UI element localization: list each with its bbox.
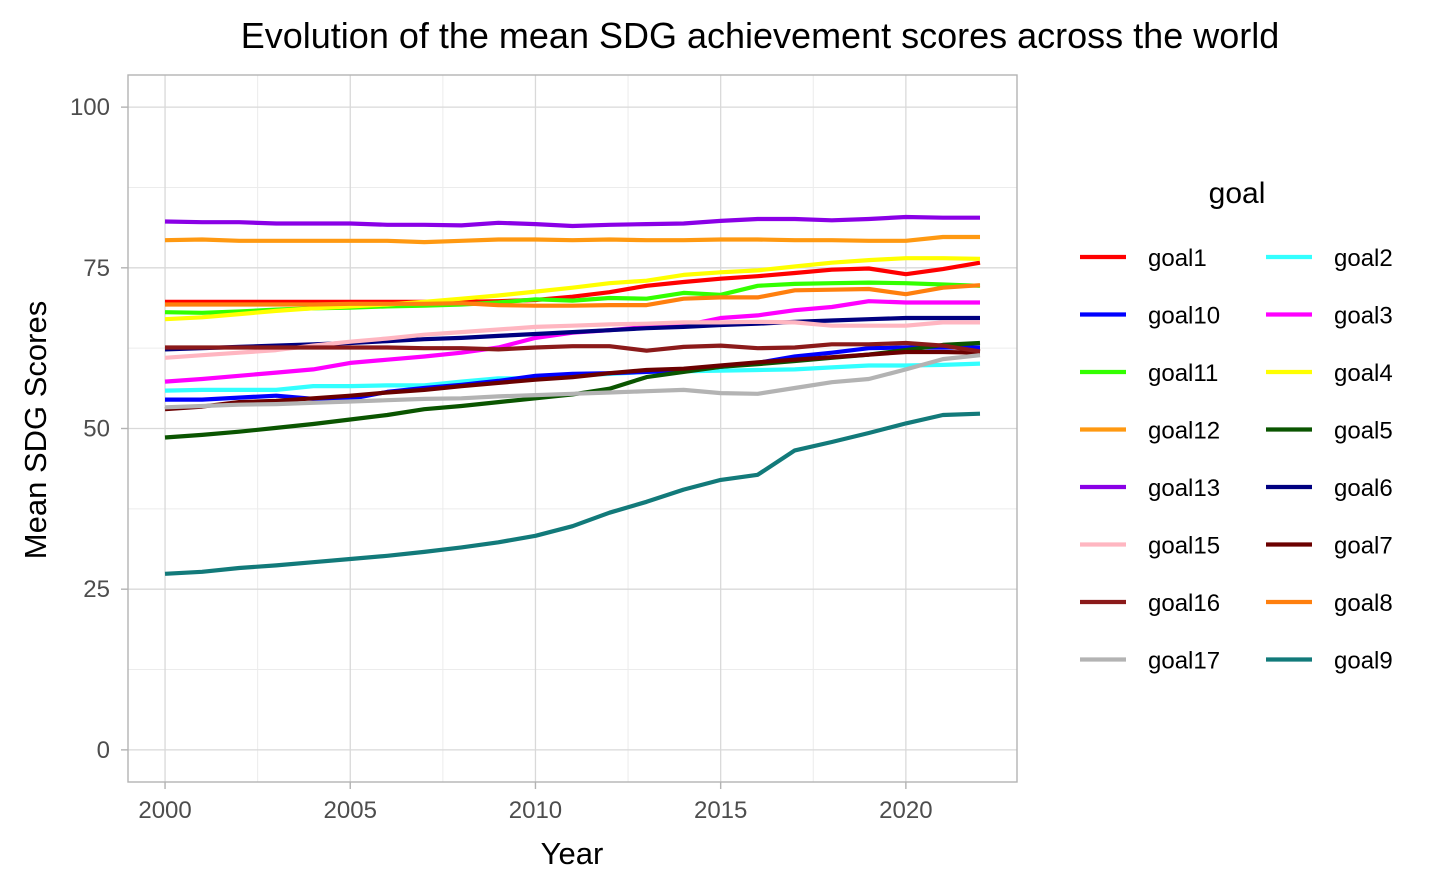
- legend-label-goal13: goal13: [1148, 475, 1220, 502]
- y-tick-label: 50: [83, 416, 110, 443]
- y-axis-label: Mean SDG Scores: [18, 301, 53, 559]
- legend-label-goal8: goal8: [1334, 590, 1393, 617]
- legend-label-goal4: goal4: [1334, 360, 1393, 387]
- x-axis-ticks: 2000 2005 2010 2015 2020: [138, 782, 933, 824]
- legend-label-goal17: goal17: [1148, 648, 1220, 675]
- legend-label-goal12: goal12: [1148, 418, 1220, 445]
- legend-label-goal11: goal11: [1148, 360, 1218, 387]
- series-line-goal4: [164, 256, 981, 322]
- legend-label-goal3: goal3: [1334, 303, 1393, 330]
- y-tick-label: 25: [83, 576, 110, 603]
- legend-label-goal2: goal2: [1334, 245, 1393, 272]
- series-line-goal17: [164, 353, 981, 410]
- series-line-goal3: [164, 299, 980, 384]
- series-line-goal16: [165, 340, 981, 354]
- series-line-goal13: [164, 214, 980, 229]
- legend-title: goal: [1209, 177, 1266, 210]
- legend-label-goal1: goal1: [1148, 245, 1207, 272]
- y-tick-label: 75: [83, 255, 110, 282]
- legend-label-goal10: goal10: [1148, 303, 1220, 330]
- x-tick-label: 2020: [879, 797, 932, 824]
- legend-label-goal15: goal15: [1148, 533, 1220, 560]
- series-line-goal9: [164, 411, 981, 576]
- chart-title: Evolution of the mean SDG achievement sc…: [241, 15, 1280, 56]
- series-line-goal15: [164, 319, 980, 360]
- x-tick-label: 2005: [324, 797, 377, 824]
- y-axis-ticks: 0 25 50 75 100: [70, 94, 128, 764]
- series-line-goal6: [164, 315, 980, 352]
- legend: goal goal1 goal2 goal10 goal3 goal11 goal4 goa…: [1080, 177, 1393, 675]
- series-layer: [164, 214, 981, 576]
- series-line-goal1: [165, 260, 981, 304]
- series-line-goal8: [165, 283, 981, 308]
- x-axis-label: Year: [541, 836, 604, 871]
- series-line-goal12: [164, 234, 980, 245]
- legend-label-goal6: goal6: [1334, 475, 1393, 502]
- x-tick-label: 2015: [694, 797, 747, 824]
- legend-label-goal7: goal7: [1334, 533, 1393, 560]
- x-tick-label: 2000: [138, 797, 191, 824]
- x-tick-label: 2010: [509, 797, 562, 824]
- y-tick-label: 0: [97, 737, 110, 764]
- legend-label-goal9: goal9: [1334, 648, 1393, 675]
- legend-label-goal16: goal16: [1148, 590, 1220, 617]
- y-tick-label: 100: [70, 94, 110, 121]
- series-line-goal7: [164, 349, 981, 412]
- legend-label-goal5: goal5: [1334, 418, 1393, 445]
